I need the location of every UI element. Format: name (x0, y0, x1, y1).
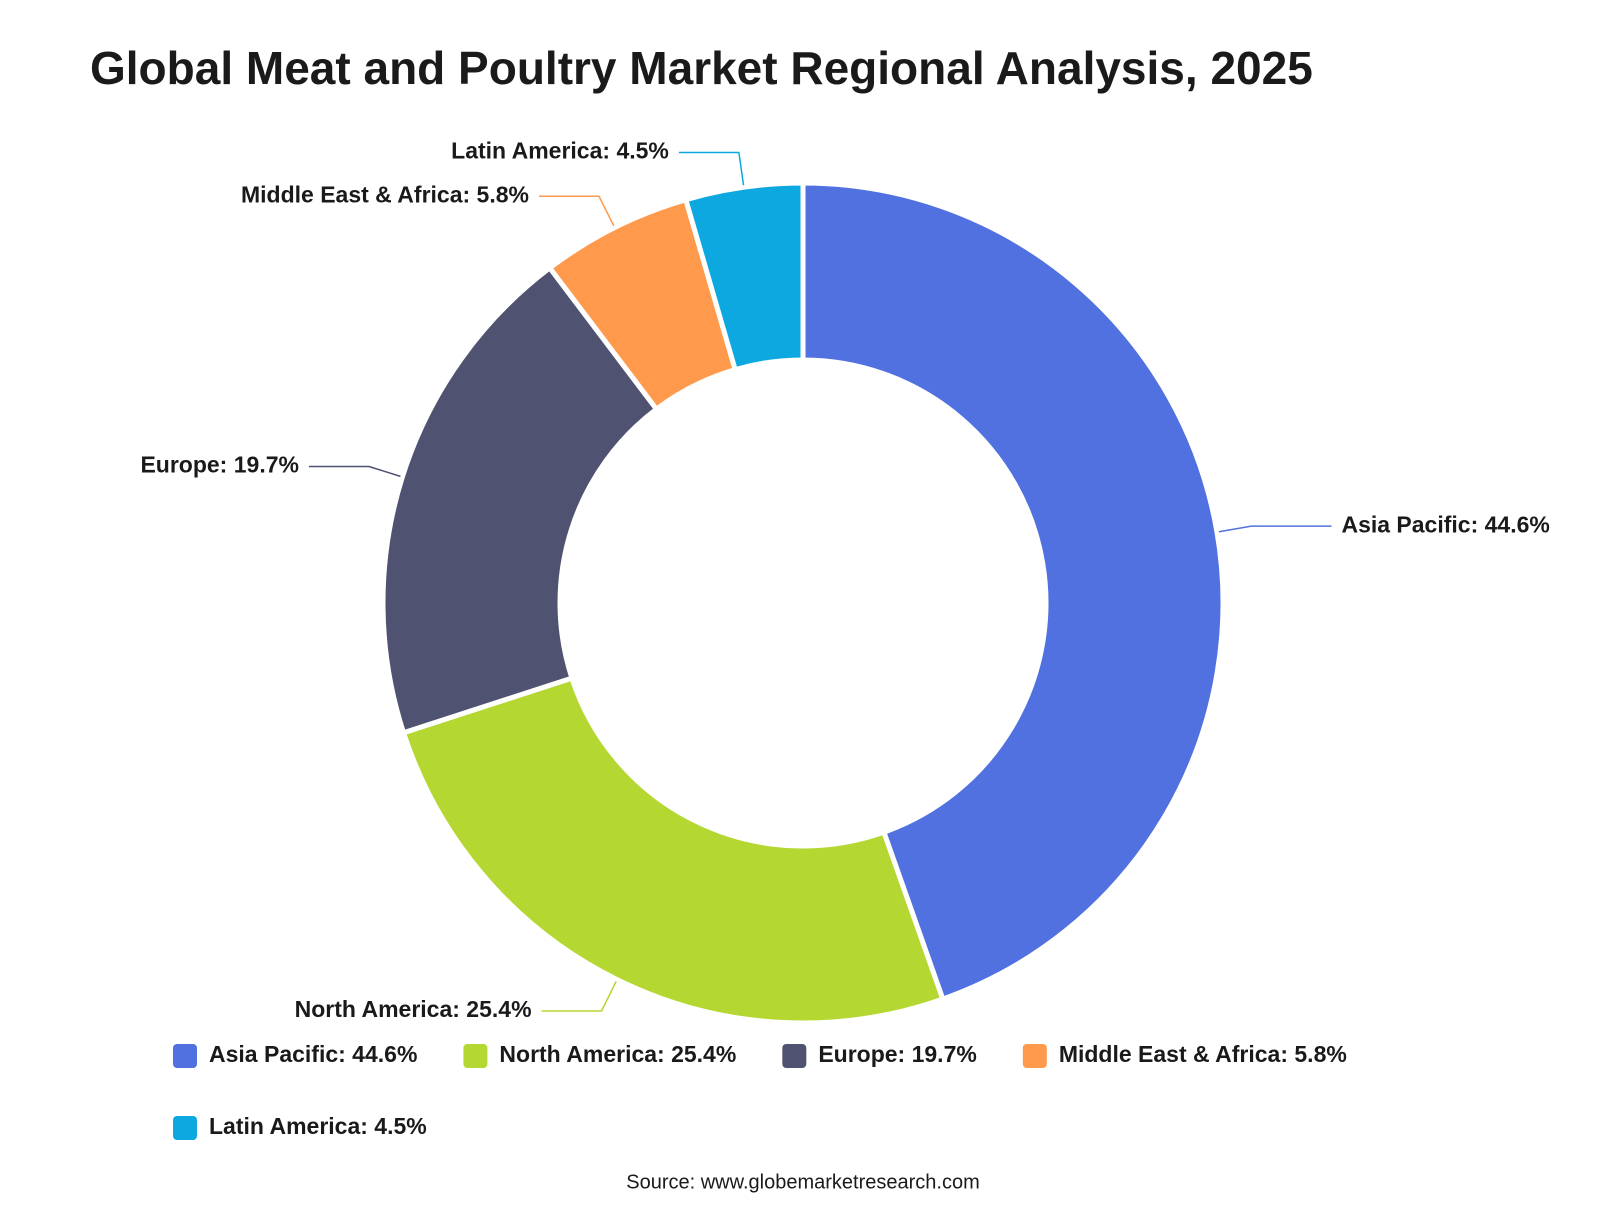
data-label: North America: 25.4% (295, 996, 532, 1022)
leader-line (538, 195, 615, 227)
legend-swatch (173, 1044, 197, 1068)
chart-title: Global Meat and Poultry Market Regional … (90, 42, 1313, 94)
data-label: Asia Pacific: 44.6% (1341, 511, 1549, 537)
legend-swatch (463, 1044, 488, 1068)
legend-label: Latin America: 4.5% (209, 1113, 427, 1139)
legend-swatch (1022, 1044, 1047, 1068)
legend-label: Europe: 19.7% (818, 1041, 977, 1067)
donut-slice (380, 265, 659, 736)
legend-label: North America: 25.4% (499, 1041, 736, 1067)
leader-line (541, 981, 617, 1012)
leader-line (308, 465, 401, 478)
leader-line (678, 151, 745, 186)
legend-swatch (173, 1116, 197, 1140)
legend-swatch (782, 1044, 807, 1068)
donut-slice (800, 180, 1226, 1002)
donut-slice (683, 180, 806, 373)
legend-label: Asia Pacific: 44.6% (209, 1041, 417, 1067)
donut-slice (401, 675, 946, 1026)
data-label: Europe: 19.7% (140, 452, 299, 478)
legend-label: Middle East & Africa: 5.8% (1059, 1041, 1347, 1067)
data-label: Latin America: 4.5% (451, 138, 669, 164)
source-note: Source: www.globemarketresearch.com (626, 1171, 979, 1193)
leader-line (1218, 525, 1332, 533)
data-label: Middle East & Africa: 5.8% (241, 181, 529, 207)
